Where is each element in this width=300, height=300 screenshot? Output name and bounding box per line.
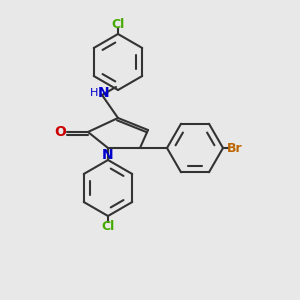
Text: Br: Br: [227, 142, 243, 154]
Text: H: H: [90, 88, 98, 98]
Text: N: N: [102, 148, 114, 162]
Text: Cl: Cl: [111, 17, 124, 31]
Text: O: O: [54, 125, 66, 139]
Text: N: N: [98, 86, 110, 100]
Text: Cl: Cl: [101, 220, 115, 232]
